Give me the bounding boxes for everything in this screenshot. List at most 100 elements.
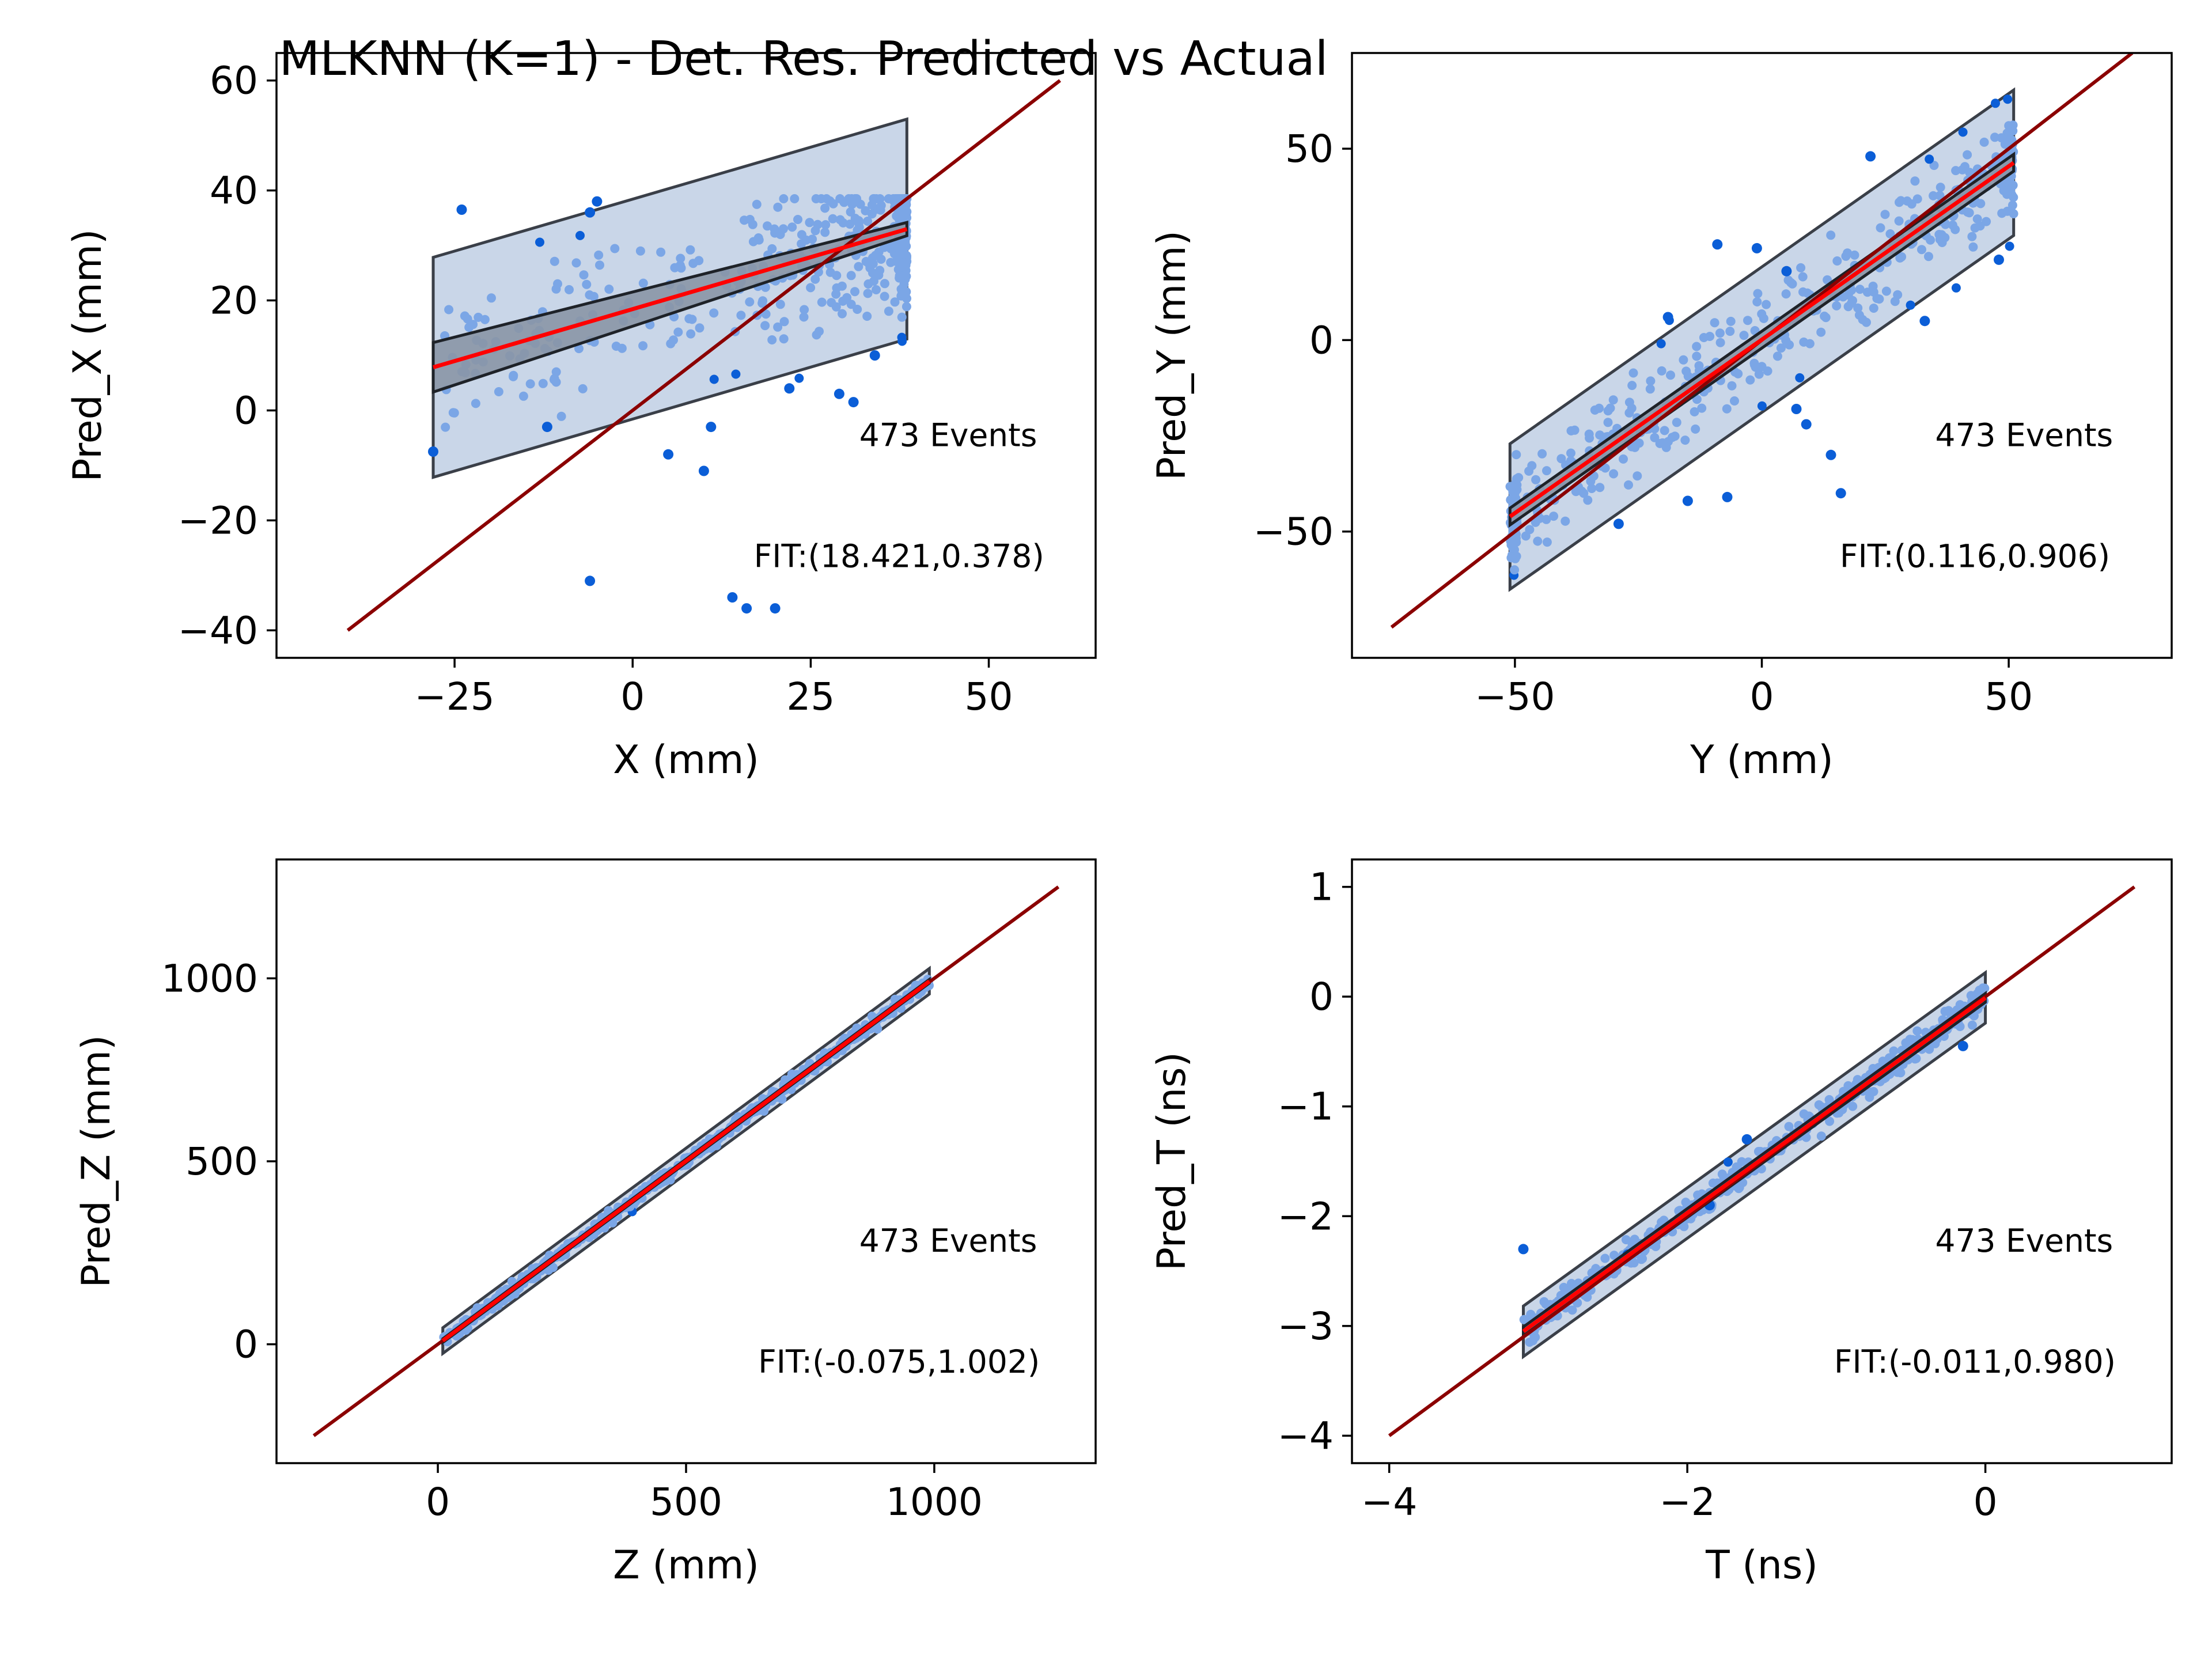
data-point: [1512, 450, 1521, 460]
data-point: [1737, 1157, 1747, 1166]
data-point: [687, 315, 697, 324]
data-point: [1741, 1134, 1752, 1145]
data-point: [1628, 368, 1638, 378]
data-point: [1699, 333, 1709, 342]
x-axis-label: Z (mm): [613, 1543, 759, 1588]
data-point: [741, 603, 752, 614]
data-point: [1556, 454, 1566, 464]
data-point: [897, 312, 907, 322]
data-point: [805, 218, 815, 228]
data-point: [1889, 1046, 1899, 1056]
data-point: [902, 251, 911, 260]
data-point: [541, 422, 552, 433]
subplot-3: 0 500 1000 0 500 1000 Z (mm) Pred_Z (mm) 473 Eve…: [74, 858, 1097, 1588]
data-point: [1841, 251, 1851, 261]
data-point: [1743, 316, 1752, 325]
data-point: [1715, 338, 1725, 347]
x-tick-label: 0: [620, 675, 645, 719]
data-point: [535, 237, 544, 247]
data-point: [2009, 209, 2018, 218]
data-point: [468, 320, 478, 329]
data-point: [813, 219, 823, 229]
data-point: [669, 335, 678, 345]
data-point: [676, 253, 685, 263]
data-point: [1896, 1068, 1906, 1078]
y-tick-label: −1: [1278, 1085, 1334, 1129]
data-point: [706, 422, 717, 433]
data-point: [487, 293, 496, 303]
plot-area: [346, 79, 1062, 632]
data-point: [895, 206, 904, 216]
data-point: [1603, 406, 1613, 416]
data-point: [779, 194, 789, 203]
data-point: [574, 344, 584, 354]
data-point: [1730, 396, 1739, 406]
data-point: [870, 251, 880, 260]
data-point: [811, 194, 821, 203]
data-point: [1895, 253, 1905, 263]
data-point: [736, 310, 746, 320]
fit-line: [433, 227, 908, 370]
data-point: [1627, 381, 1637, 391]
plot-area: [1388, 885, 2136, 1437]
data-point: [1795, 373, 1805, 382]
data-point: [1570, 425, 1580, 435]
data-point: [863, 289, 873, 298]
y-tick-label: 0: [1309, 975, 1334, 1019]
data-point: [638, 278, 648, 288]
data-point: [1693, 1190, 1703, 1200]
data-point: [1508, 543, 1518, 553]
data-point: [1772, 351, 1782, 361]
data-point: [806, 283, 816, 293]
data-point: [709, 374, 719, 384]
data-point: [1542, 466, 1551, 476]
data-point: [1727, 381, 1737, 391]
data-point: [1533, 536, 1543, 546]
data-point: [604, 285, 614, 294]
data-point: [1712, 239, 1723, 250]
data-point: [1781, 266, 1792, 276]
data-point: [880, 291, 889, 301]
x-tick-label: 25: [786, 675, 835, 719]
data-point: [897, 336, 907, 346]
data-point: [1991, 99, 2000, 108]
data-point: [862, 312, 872, 321]
data-point: [779, 334, 789, 344]
data-point: [1752, 297, 1762, 306]
data-point: [509, 372, 518, 381]
data-point: [1881, 286, 1891, 296]
data-point: [1633, 471, 1642, 481]
data-point: [685, 245, 695, 255]
data-point: [1725, 327, 1735, 336]
data-point: [872, 285, 881, 294]
data-point: [1917, 245, 1926, 255]
data-point: [1759, 313, 1768, 323]
data-point: [575, 230, 585, 240]
x-tick-label: −50: [1475, 675, 1555, 719]
data-point: [441, 422, 450, 432]
data-point: [673, 327, 683, 337]
data-point: [1936, 183, 1945, 192]
data-point: [471, 399, 480, 408]
data-point: [899, 279, 909, 289]
x-tick-label: −25: [414, 675, 494, 719]
plot-area: [312, 885, 1060, 1437]
data-point: [1784, 1122, 1794, 1131]
data-point: [1621, 1235, 1631, 1245]
data-point: [1926, 235, 1936, 245]
data-point: [869, 194, 878, 203]
data-point: [1585, 433, 1594, 443]
y-tick-label: 20: [210, 279, 258, 323]
data-point: [1826, 230, 1836, 240]
data-point: [694, 256, 704, 266]
data-point: [1619, 454, 1628, 464]
x-tick-label: 50: [1984, 675, 2033, 719]
data-point: [1583, 495, 1593, 505]
data-point: [1692, 342, 1702, 351]
data-point: [831, 289, 841, 299]
data-point: [1518, 1244, 1529, 1255]
data-point: [1940, 233, 1950, 243]
fit-annotation: FIT:(0.116,0.906): [1840, 538, 2110, 575]
data-point: [1824, 1095, 1834, 1104]
data-point: [1679, 355, 1688, 365]
